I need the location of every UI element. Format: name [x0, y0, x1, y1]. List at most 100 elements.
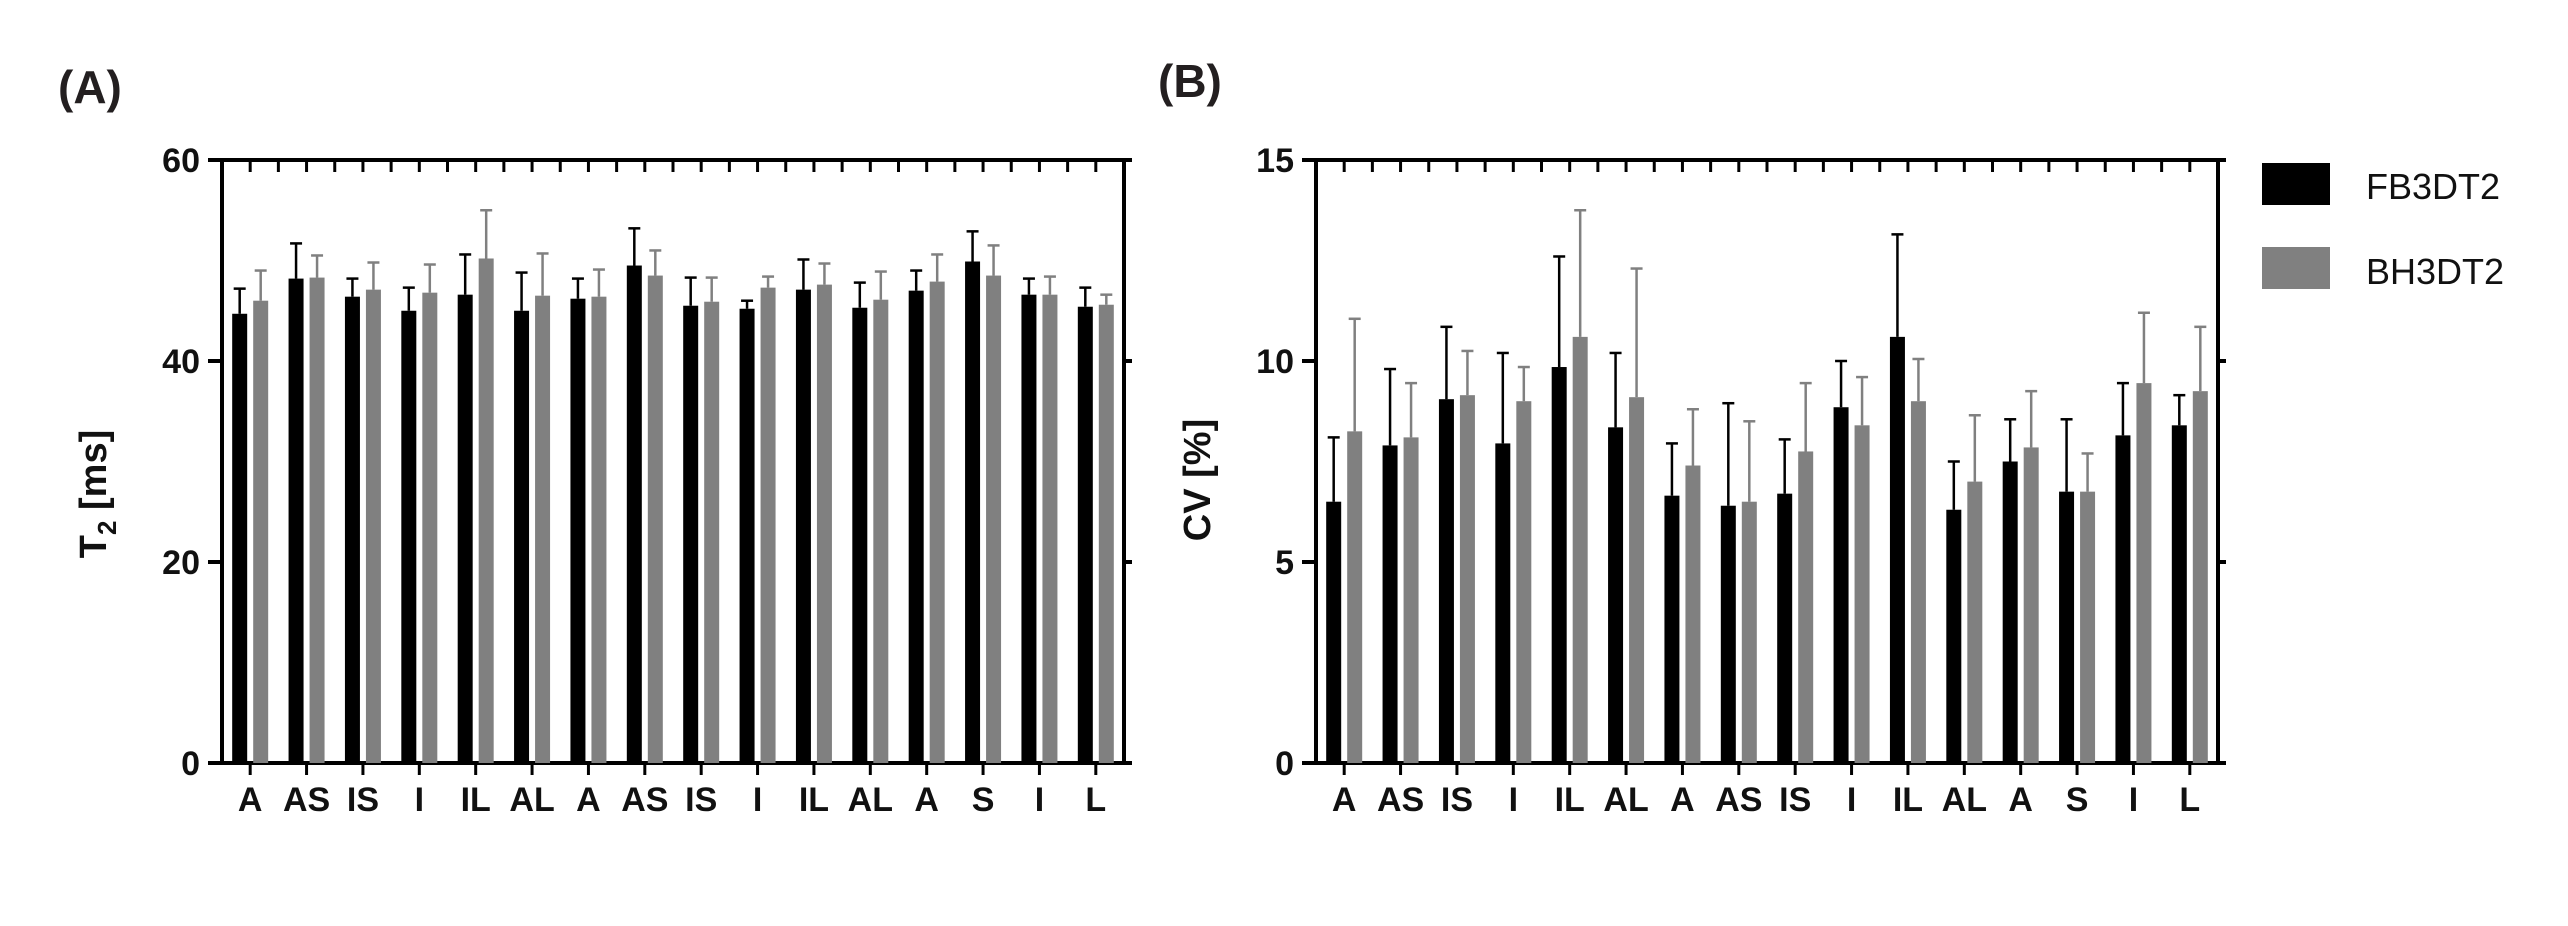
panel-a-bar-fb3dt2 [401, 310, 417, 763]
panel-b-bar-fb3dt2 [1438, 399, 1454, 763]
panel-a-bar-bh3dt2 [478, 258, 494, 763]
panel-b-bar-fb3dt2 [1833, 407, 1849, 763]
panel-a-bar-bh3dt2 [929, 281, 945, 763]
panel-b-y-axis-title: CV [%] [1177, 419, 1219, 541]
panel-b-bar-bh3dt2 [2080, 491, 2096, 763]
panel-a-bar-bh3dt2 [986, 275, 1002, 763]
panel-a-bar-fb3dt2 [344, 296, 360, 763]
panel-a-y-axis-title-sub: 2 [92, 521, 122, 535]
panel-a-bar-fb3dt2 [852, 307, 868, 763]
panel-b-y-tick-label: 5 [1275, 544, 1294, 582]
panel-b-category-label: A [1332, 781, 1357, 819]
panel-b-bar-bh3dt2 [1572, 336, 1588, 763]
panel-b-bar-bh3dt2 [1629, 397, 1645, 763]
panel-b-bar-fb3dt2 [1382, 445, 1398, 763]
panel-a-bar-fb3dt2 [457, 294, 473, 763]
panel-a-category-label: IL [799, 781, 829, 819]
panel-b-bar-fb3dt2 [1551, 367, 1567, 763]
panel-a-category-label: L [1085, 781, 1106, 819]
panel-b-bar-bh3dt2 [2192, 391, 2208, 763]
panel-b-category-label: IL [1555, 781, 1585, 819]
panel-b-bar-bh3dt2 [1516, 401, 1532, 763]
panel-a-bar-bh3dt2 [591, 296, 607, 763]
panel-b-bar-fb3dt2 [1720, 505, 1736, 763]
legend-label-fb3dt2: FB3DT2 [2366, 166, 2500, 207]
panel-a-bar-fb3dt2 [288, 278, 304, 763]
panel-a-category-label: S [972, 781, 995, 819]
panel-b-category-label: IL [1893, 781, 1923, 819]
panel-a-bar-fb3dt2 [965, 261, 981, 763]
panel-a-bar-fb3dt2 [683, 305, 699, 763]
panel-a-category-label: AL [509, 781, 554, 819]
panel-b-category-label: AL [1942, 781, 1987, 819]
panel-b-bar-bh3dt2 [1347, 431, 1363, 763]
panel-b-label: (B) [1158, 55, 1222, 107]
svg-text:T2 [ms]: T2 [ms] [73, 430, 122, 558]
legend-swatch-bh3dt2 [2262, 247, 2330, 289]
panel-a-bar-fb3dt2 [514, 310, 530, 763]
panel-b-category-label: AS [1377, 781, 1424, 819]
panel-b-bar-bh3dt2 [1854, 425, 1870, 763]
panel-a-bar-bh3dt2 [816, 284, 832, 763]
panel-a-y-axis-title-main: T [73, 535, 115, 558]
panel-a-bar-fb3dt2 [1021, 294, 1037, 763]
panel-b-category-label: I [1509, 781, 1518, 819]
panel-b-category-label: AS [1715, 781, 1762, 819]
panel-b-bar-bh3dt2 [1741, 501, 1757, 763]
panel-b-category-label: IS [1779, 781, 1811, 819]
panel-b-category-label: I [2129, 781, 2138, 819]
panel-b-bar-fb3dt2 [1664, 495, 1680, 763]
panel-a-bar-fb3dt2 [739, 308, 755, 763]
panel-b-bar-fb3dt2 [2171, 425, 2187, 763]
panel-b-category-label: S [2066, 781, 2089, 819]
panel-b-bar-fb3dt2 [1326, 501, 1342, 763]
panel-b-bar-bh3dt2 [2136, 383, 2152, 763]
panel-b-category-label: AL [1603, 781, 1648, 819]
panel-b-bar-fb3dt2 [2002, 461, 2018, 763]
panel-a-category-label: I [753, 781, 762, 819]
panel-a-bar-bh3dt2 [535, 295, 551, 763]
panel-a-category-label: IS [685, 781, 717, 819]
panel-a-y-tick-label: 40 [162, 343, 200, 381]
panel-b-bar-bh3dt2 [2023, 447, 2039, 763]
panel-b-category-label: A [2008, 781, 2033, 819]
panel-b-bar-fb3dt2 [1946, 509, 1962, 763]
panel-a-bar-fb3dt2 [795, 289, 811, 763]
panel-a-bar-bh3dt2 [647, 275, 663, 763]
panel-b-bar-bh3dt2 [1685, 465, 1701, 763]
panel-b-bar-bh3dt2 [1459, 395, 1475, 763]
panel-b-bar-bh3dt2 [1403, 437, 1419, 763]
panel-a-bar-bh3dt2 [253, 300, 269, 763]
panel-a-y-axis-title: T2 [ms] [73, 430, 122, 558]
panel-b-bar-fb3dt2 [2115, 435, 2131, 763]
panel-b-category-label: L [2179, 781, 2200, 819]
panel-a-category-label: A [914, 781, 939, 819]
panel-b-bar-fb3dt2 [2059, 491, 2075, 763]
panel-a-bar-fb3dt2 [1077, 306, 1093, 763]
panel-a-y-tick-label: 60 [162, 142, 200, 180]
panel-b-y-tick-label: 15 [1256, 142, 1294, 180]
panel-b-bar-fb3dt2 [1608, 427, 1624, 763]
legend: FB3DT2 BH3DT2 [2262, 163, 2504, 292]
panel-a-bar-bh3dt2 [704, 301, 720, 763]
panel-b-category-label: I [1847, 781, 1856, 819]
panel-a-category-label: I [415, 781, 424, 819]
panel-b-category-label: A [1670, 781, 1695, 819]
panel-a-y-tick-label: 20 [162, 544, 200, 582]
panel-a-bar-bh3dt2 [422, 292, 438, 763]
panel-a-bar-fb3dt2 [908, 290, 924, 763]
panel-a-category-label: I [1035, 781, 1044, 819]
panel-a-y-axis-title-unit: [ms] [73, 430, 115, 510]
panel-b-bar-fb3dt2 [1777, 493, 1793, 763]
panel-a-bar-fb3dt2 [570, 298, 586, 763]
panel-b-bar-fb3dt2 [1495, 443, 1511, 763]
panel-a-category-label: AS [283, 781, 330, 819]
panel-a-bar-bh3dt2 [1042, 294, 1058, 763]
legend-swatch-fb3dt2 [2262, 163, 2330, 205]
panel-a-category-label: AL [848, 781, 893, 819]
panel-b-category-label: IS [1441, 781, 1473, 819]
panel-a-category-label: AS [621, 781, 668, 819]
